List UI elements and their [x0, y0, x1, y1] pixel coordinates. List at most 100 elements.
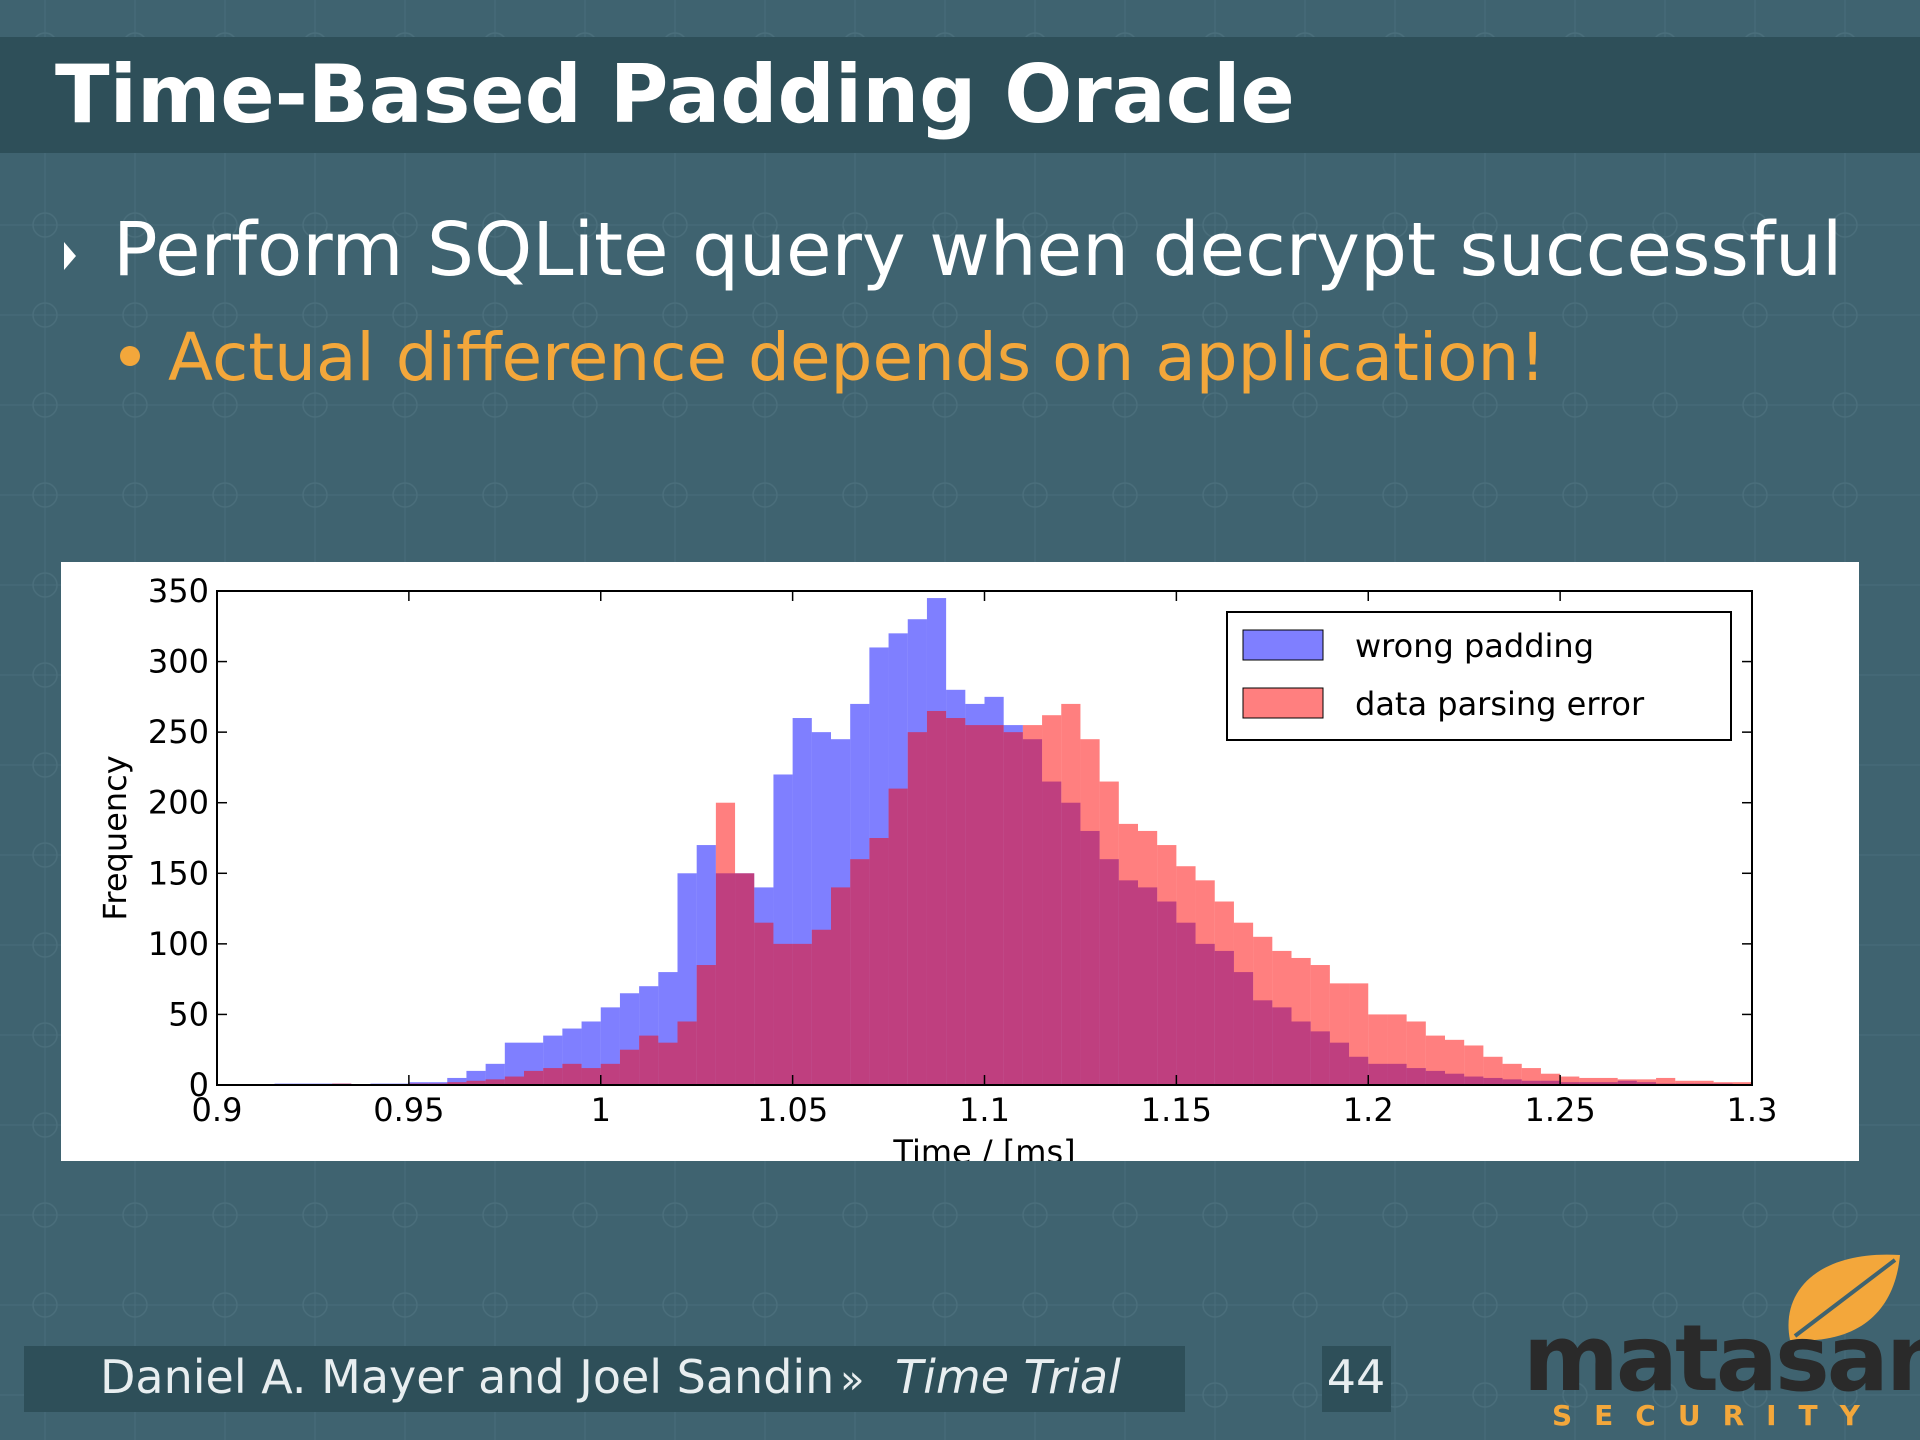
histogram-bar	[926, 710, 947, 1085]
logo-tagline: SECURITY	[1552, 1399, 1882, 1432]
histogram-bar	[1464, 1045, 1484, 1085]
legend-swatch	[1242, 629, 1324, 661]
legend-swatch	[1242, 687, 1324, 719]
histogram-bar	[811, 929, 831, 1085]
legend-label: wrong padding	[1355, 627, 1594, 665]
histogram-bar	[1291, 957, 1311, 1085]
histogram-bar	[524, 1070, 544, 1085]
histogram-bar	[1061, 703, 1081, 1085]
y-axis-label: Frequency	[96, 755, 134, 920]
histogram-bar	[1540, 1073, 1561, 1085]
y-tick-label: 250	[148, 713, 209, 751]
histogram-bar	[1636, 1079, 1657, 1085]
histogram-bar	[1349, 983, 1369, 1085]
chart: 0.9 0.95 1 1.05 1.1 1.15 1.2 1.25 1.3 0 50 100 150 20…	[61, 562, 1859, 1161]
histogram-bar	[1099, 781, 1119, 1085]
x-tick-label: 1.3	[1727, 1091, 1778, 1129]
histogram-bar	[1157, 845, 1177, 1085]
histogram-bar	[504, 1076, 524, 1085]
x-tick-label: 1	[591, 1091, 611, 1129]
histogram-bar	[946, 718, 966, 1085]
histogram-bar	[562, 1063, 582, 1085]
histogram-bar	[1214, 901, 1234, 1085]
histogram-bar	[907, 732, 927, 1085]
x-tick-label: 1.05	[757, 1091, 828, 1129]
logo-name: matasano	[1523, 1305, 1920, 1412]
histogram-bar	[1483, 1056, 1503, 1085]
histogram-bar	[1521, 1068, 1541, 1085]
histogram-bar	[1233, 922, 1254, 1085]
y-tick-label: 350	[148, 572, 209, 610]
histogram-bar	[869, 838, 889, 1085]
histogram-bar	[1502, 1063, 1522, 1085]
legend: wrong padding data parsing error	[1226, 611, 1732, 741]
histogram-bar	[1042, 715, 1062, 1085]
y-tick-label: 100	[148, 925, 209, 963]
histogram-bar	[1656, 1077, 1676, 1085]
histogram-bar	[1195, 880, 1215, 1085]
title-bar	[0, 37, 1920, 153]
x-tick-label: 1.2	[1343, 1091, 1394, 1129]
x-tick-label: 0.9	[192, 1091, 243, 1129]
histogram-bar	[1329, 983, 1350, 1085]
histogram-bar	[965, 725, 985, 1085]
sub-bullet-marker	[120, 346, 140, 366]
histogram-bar	[715, 802, 736, 1085]
histogram-bar	[888, 788, 908, 1085]
histogram-bar	[696, 965, 716, 1085]
histogram-bar	[984, 725, 1004, 1085]
histogram-bar	[1675, 1080, 1695, 1085]
histogram-bar	[639, 1035, 659, 1085]
footer-talk: Time Trial	[895, 1350, 1121, 1404]
histogram-bar	[447, 1077, 467, 1085]
x-tick-label: 1.25	[1525, 1091, 1596, 1129]
histogram-bar	[466, 1080, 486, 1085]
x-tick-label: 1.1	[959, 1091, 1010, 1129]
histogram-bar	[792, 943, 812, 1085]
histogram-bar	[600, 1063, 620, 1085]
page-number-box	[1322, 1346, 1391, 1412]
histogram-bar	[831, 887, 851, 1085]
legend-label: data parsing error	[1355, 685, 1645, 723]
histogram-bar	[1272, 950, 1292, 1085]
histogram-bar	[658, 1042, 678, 1085]
histogram-bar	[1406, 1021, 1426, 1085]
histogram-bar	[1022, 725, 1043, 1085]
page-number: 44	[1327, 1350, 1386, 1404]
histogram-bar	[1713, 1082, 1733, 1085]
sub-bullet: Actual difference depends on application…	[168, 319, 1546, 396]
x-tick-label: 1.15	[1141, 1091, 1212, 1129]
logo-leaf-vein	[1793, 1258, 1897, 1338]
bullet: Perform SQLite query when decrypt succes…	[113, 207, 1842, 293]
slide-title: Time-Based Padding Oracle	[55, 48, 1295, 141]
footer-separator: »	[840, 1357, 864, 1403]
footer-bar	[24, 1346, 1185, 1412]
histogram-bar	[1617, 1079, 1637, 1085]
histogram-bar	[485, 1079, 505, 1085]
histogram-bar	[1598, 1077, 1618, 1085]
histogram-bar	[1138, 830, 1158, 1085]
histogram-bar	[1425, 1035, 1445, 1085]
bullet-marker	[64, 242, 76, 270]
histogram-bar	[677, 1021, 697, 1085]
y-tick-label: 200	[148, 784, 209, 822]
histogram-bar	[1445, 1039, 1465, 1085]
histogram-bar	[1310, 965, 1330, 1085]
histogram-bar	[1003, 732, 1023, 1085]
histogram-bar	[735, 873, 755, 1085]
histogram-bar	[1176, 866, 1196, 1085]
histogram-bar	[1579, 1077, 1599, 1085]
y-tick-label: 0	[189, 1066, 209, 1104]
histogram-bar	[1560, 1076, 1580, 1085]
histogram-bar	[1387, 1014, 1407, 1085]
histogram-bar	[447, 1082, 467, 1085]
histogram-bar	[754, 922, 774, 1085]
histogram-bar	[543, 1068, 563, 1085]
y-tick-label: 150	[148, 854, 209, 892]
x-tick-label: 0.95	[373, 1091, 444, 1129]
histogram-bar	[1694, 1080, 1714, 1085]
y-tick-label: 300	[148, 643, 209, 681]
histogram-bar	[581, 1068, 601, 1085]
histogram-bar	[1080, 739, 1100, 1085]
